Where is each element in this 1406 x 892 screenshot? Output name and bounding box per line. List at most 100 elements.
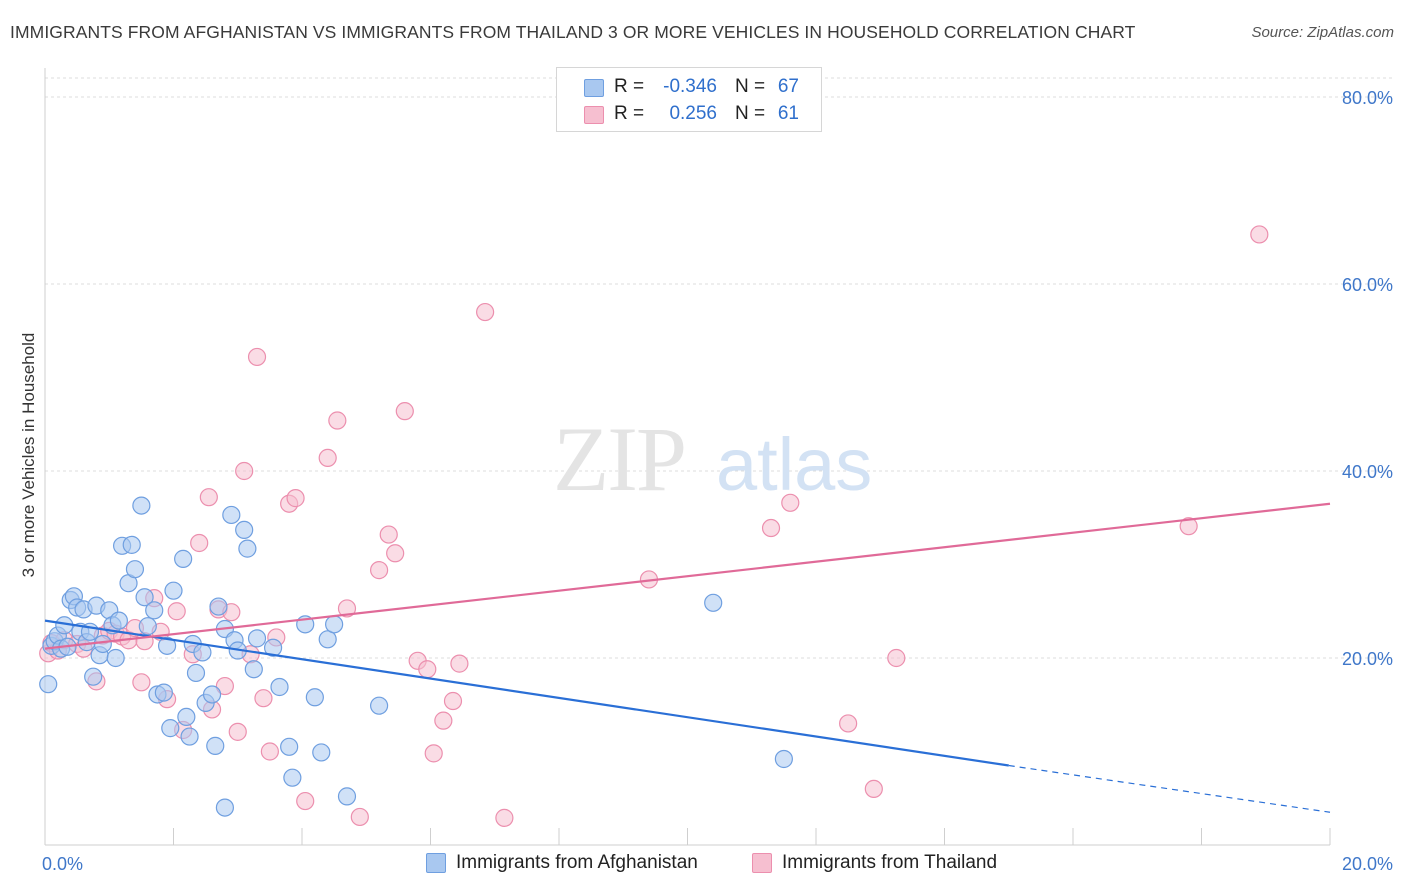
afghanistan-point xyxy=(774,749,793,769)
afghanistan-point xyxy=(180,727,199,746)
y-axis-label: 3 or more Vehicles in Household xyxy=(19,333,38,578)
y-tick-labels: 20.0% 40.0% 60.0% 80.0% xyxy=(1342,88,1393,669)
n-value: 61 xyxy=(777,103,799,124)
afghanistan-point xyxy=(247,629,267,648)
afghanistan-trend-extension xyxy=(1008,764,1331,813)
thailand-point xyxy=(1179,517,1198,536)
r-value: 0.256 xyxy=(669,103,717,124)
thailand-point xyxy=(476,302,495,322)
thailand-point xyxy=(215,676,234,696)
source-label: Source: ZipAtlas.com xyxy=(1251,24,1394,41)
afghanistan-point xyxy=(106,648,125,668)
afghanistan-point xyxy=(235,520,254,540)
n-label: N = xyxy=(735,76,766,97)
afghanistan-point xyxy=(263,638,283,657)
legend-label: Immigrants from Afghanistan xyxy=(456,852,698,873)
thailand-point xyxy=(450,654,469,673)
afghanistan-point xyxy=(135,588,154,607)
r-label: R = xyxy=(614,76,645,97)
afghanistan-points xyxy=(39,496,793,817)
thailand-point xyxy=(337,599,357,618)
afghanistan-point xyxy=(84,667,103,686)
afghanistan-point xyxy=(238,539,257,558)
thailand-swatch xyxy=(584,106,604,124)
afghanistan-point xyxy=(244,660,263,679)
thailand-point xyxy=(395,402,414,421)
thailand-point xyxy=(418,660,437,679)
thailand-point xyxy=(761,518,781,538)
afghanistan-point xyxy=(145,601,164,620)
afghanistan-swatch xyxy=(584,79,604,97)
thailand-point xyxy=(1250,225,1269,244)
n-label: N = xyxy=(735,103,766,124)
y-tick-label: 20.0% xyxy=(1342,649,1393,669)
afghanistan-point xyxy=(312,743,331,762)
afghanistan-point xyxy=(186,663,206,683)
watermark-atlas: atlas xyxy=(716,423,872,506)
thailand-point xyxy=(839,714,858,733)
afghanistan-point xyxy=(177,707,196,727)
afghanistan-point xyxy=(161,719,180,738)
correlation-legend: R = -0.346 N = 67 R = 0.256 N = 61 xyxy=(556,67,822,132)
thailand-point xyxy=(199,488,218,507)
r-label: R = xyxy=(614,103,645,124)
afghanistan-point xyxy=(157,636,177,655)
r-value: -0.346 xyxy=(663,76,717,97)
thailand-point xyxy=(386,544,405,563)
thailand-point xyxy=(247,347,267,367)
legend-row-afghanistan: R = -0.346 N = 67 xyxy=(557,74,821,102)
thailand-point xyxy=(228,722,247,741)
thailand-point xyxy=(254,689,273,708)
thailand-point xyxy=(864,779,883,799)
y-tick-label: 40.0% xyxy=(1342,462,1393,482)
afghanistan-trend-line xyxy=(44,619,1009,767)
afghanistan-point xyxy=(325,615,344,634)
y-tick-label: 80.0% xyxy=(1342,88,1393,108)
thailand-point xyxy=(318,448,337,468)
afghanistan-point xyxy=(174,549,193,568)
afghanistan-point xyxy=(337,787,357,806)
afghanistan-point xyxy=(209,597,228,616)
afghanistan-point xyxy=(39,675,58,694)
thailand-point xyxy=(434,711,453,730)
thailand-points xyxy=(39,225,1269,827)
thailand-point xyxy=(370,561,389,580)
afghanistan-point xyxy=(164,581,183,600)
thailand-point xyxy=(887,648,906,668)
thailand-trend-line xyxy=(44,502,1331,650)
afghanistan-point xyxy=(305,688,324,707)
thailand-point xyxy=(495,808,514,827)
thailand-point xyxy=(350,807,369,827)
x-tick-label: 20.0% xyxy=(1342,854,1393,874)
watermark-zip: ZIP xyxy=(553,408,685,510)
thailand-point xyxy=(286,489,305,508)
thailand-point xyxy=(443,691,463,711)
gridlines xyxy=(45,77,1393,659)
thailand-point xyxy=(379,525,398,544)
x-tick-labels: 0.0% 20.0% xyxy=(42,854,1393,874)
afghanistan-point xyxy=(138,617,157,636)
afghanistan-point xyxy=(270,677,289,697)
thailand-point xyxy=(260,742,279,761)
afghanistan-swatch xyxy=(426,853,446,873)
afghanistan-point xyxy=(132,496,151,515)
x-tick-label: 0.0% xyxy=(42,854,83,874)
afghanistan-point xyxy=(93,634,112,654)
thailand-point xyxy=(235,461,254,481)
afghanistan-point xyxy=(704,593,723,612)
afghanistan-point xyxy=(283,768,302,787)
afghanistan-point xyxy=(222,505,241,525)
chart-title: IMMIGRANTS FROM AFGHANISTAN VS IMMIGRANT… xyxy=(10,22,1136,42)
watermark: ZIP atlas xyxy=(553,408,872,510)
afghanistan-point xyxy=(122,535,141,554)
afghanistan-point xyxy=(206,736,225,755)
n-value: 67 xyxy=(777,76,799,97)
y-tick-label: 60.0% xyxy=(1342,275,1393,295)
thailand-point xyxy=(167,602,186,621)
thailand-point xyxy=(132,673,151,692)
legend-row-thailand: R = 0.256 N = 61 xyxy=(557,101,821,129)
afghanistan-point xyxy=(370,696,389,715)
thailand-point xyxy=(781,493,800,512)
afghanistan-point xyxy=(318,630,337,649)
